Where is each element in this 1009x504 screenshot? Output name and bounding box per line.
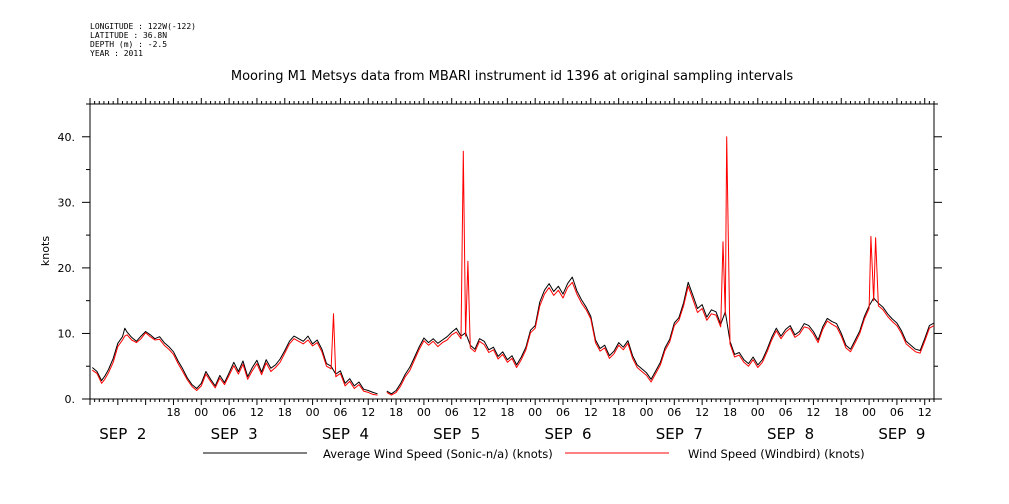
top-minor-ticks: [89, 98, 935, 405]
y-axis-label: knots: [39, 236, 52, 266]
x-tick-label: 12: [695, 406, 709, 419]
x-date-label: SEP 7: [656, 425, 703, 443]
x-tick-label: 12: [584, 406, 598, 419]
x-tick-label: 18: [166, 406, 180, 419]
y-tick-label: 0.: [65, 393, 76, 406]
x-tick-label: 06: [445, 406, 459, 419]
x-tick-label: 00: [639, 406, 653, 419]
legend-label-windbird: Wind Speed (Windbird) (knots): [688, 447, 865, 461]
y-tick-label: 20.: [58, 262, 76, 275]
x-tick-label: 06: [779, 406, 793, 419]
y-tick-label: 40.: [58, 131, 76, 144]
x-tick-label: 18: [834, 406, 848, 419]
plot-frame: [89, 103, 935, 400]
x-tick-label: 12: [918, 406, 932, 419]
longitude-label: LONGITUDE : 122W(-122): [90, 22, 196, 31]
x-tick-label: 00: [862, 406, 876, 419]
x-tick-label: 18: [278, 406, 292, 419]
x-tick-label: 18: [612, 406, 626, 419]
x-tick-label: 18: [500, 406, 514, 419]
x-date-label: SEP 4: [322, 425, 369, 443]
x-tick-label: 00: [306, 406, 320, 419]
x-tick-label: 06: [890, 406, 904, 419]
x-axis-ticks: 18 00 06 12 18 00 06 12 18 00 06 12 18 00 06 12 18 00 06 12…: [99, 406, 931, 443]
x-tick-label: 06: [222, 406, 236, 419]
x-date-label: SEP 2: [99, 425, 146, 443]
x-date-label: SEP 9: [878, 425, 925, 443]
latitude-label: LATITUDE : 36.8N: [90, 31, 168, 40]
x-tick-label: 12: [361, 406, 375, 419]
y-tick-label: 10.: [58, 327, 76, 340]
x-date-label: SEP 5: [433, 425, 480, 443]
y-axis-ticks: 0. 10. 20. 30. 40.: [58, 103, 942, 406]
x-tick-label: 06: [556, 406, 570, 419]
x-tick-label: 00: [528, 406, 542, 419]
x-tick-label: 06: [667, 406, 681, 419]
series-line-average-wind-speed: [91, 276, 935, 395]
series-layer: [91, 136, 935, 396]
legend-label-avg: Average Wind Speed (Sonic-n/a) (knots): [323, 447, 553, 461]
x-tick-label: 12: [250, 406, 264, 419]
x-tick-label: 12: [806, 406, 820, 419]
x-date-label: SEP 3: [211, 425, 258, 443]
x-date-label: SEP 6: [544, 425, 591, 443]
y-tick-label: 30.: [58, 196, 76, 209]
legend: Average Wind Speed (Sonic-n/a) (knots) W…: [203, 447, 865, 461]
x-tick-label: 18: [389, 406, 403, 419]
series-line-windbird-wind-speed: [92, 136, 935, 396]
chart-title: Mooring M1 Metsys data from MBARI instru…: [231, 69, 793, 84]
x-tick-label: 12: [473, 406, 487, 419]
year-label: YEAR : 2011: [90, 49, 143, 58]
x-tick-label: 00: [417, 406, 431, 419]
x-tick-label: 00: [194, 406, 208, 419]
x-date-label: SEP 8: [767, 425, 814, 443]
depth-label: DEPTH (m) : -2.5: [90, 40, 168, 49]
x-tick-label: 18: [723, 406, 737, 419]
x-tick-label: 00: [751, 406, 765, 419]
x-tick-label: 06: [333, 406, 347, 419]
metadata-block: LONGITUDE : 122W(-122) LATITUDE : 36.8N DE…: [90, 22, 196, 58]
